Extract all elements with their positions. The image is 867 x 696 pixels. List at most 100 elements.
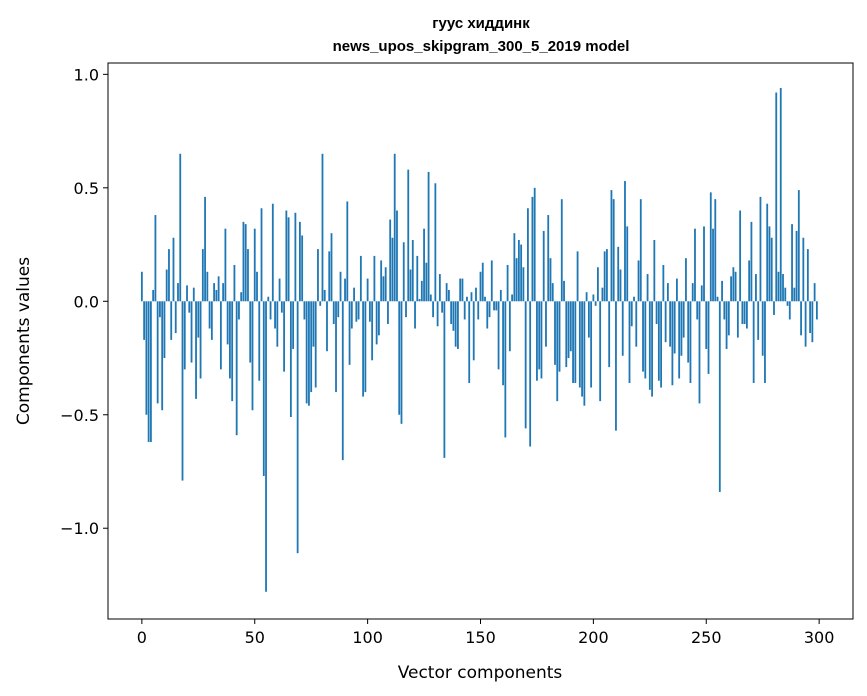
- bar-286: [786, 301, 789, 306]
- bar-125: [423, 228, 425, 302]
- bar-207: [608, 301, 611, 368]
- bar-49: [251, 301, 254, 411]
- bar-227: [653, 240, 656, 302]
- bar-226: [651, 301, 653, 397]
- bar-266: [741, 301, 744, 324]
- bar-45: [242, 221, 245, 302]
- bar-55: [265, 301, 267, 592]
- bar-145: [468, 301, 471, 383]
- bar-46: [244, 224, 247, 302]
- bar-76: [312, 301, 315, 347]
- bar-50: [253, 228, 256, 302]
- bar-9: [161, 301, 164, 411]
- bar-137: [450, 301, 453, 324]
- bar-260: [727, 301, 730, 336]
- bar-141: [459, 278, 462, 302]
- bar-189: [567, 301, 570, 359]
- bar-54: [262, 301, 265, 477]
- bar-251: [707, 301, 710, 374]
- bar-224: [646, 274, 649, 302]
- bar-66: [289, 301, 292, 418]
- bar-209: [612, 199, 615, 302]
- bar-258: [723, 301, 726, 320]
- bar-244: [691, 283, 694, 302]
- bar-41: [233, 264, 236, 302]
- bar-259: [725, 301, 728, 349]
- bar-62: [280, 301, 283, 313]
- bar-86: [335, 301, 337, 393]
- bar-122: [416, 255, 419, 302]
- bar-240: [682, 301, 685, 338]
- bar-58: [271, 203, 274, 302]
- bar-163: [508, 301, 511, 352]
- bar-218: [633, 296, 635, 302]
- bar-34: [217, 276, 220, 302]
- bar-61: [278, 278, 281, 302]
- bar-35: [219, 301, 222, 370]
- bar-80: [321, 153, 324, 302]
- bar-146: [470, 292, 473, 302]
- bar-108: [384, 267, 387, 302]
- bar-48: [249, 301, 252, 363]
- bar-277: [766, 203, 769, 302]
- chart-title-line1: гуус хиддинк: [432, 15, 530, 32]
- bar-268: [745, 301, 748, 329]
- bar-1: [143, 301, 146, 340]
- bar-160: [502, 301, 504, 386]
- bar-69: [296, 301, 299, 554]
- bar-204: [601, 287, 604, 302]
- bar-228: [655, 301, 658, 324]
- bar-289: [793, 287, 796, 302]
- bar-126: [425, 262, 428, 302]
- bar-234: [669, 301, 672, 347]
- bar-17: [179, 153, 182, 302]
- bar-112: [393, 153, 396, 302]
- bar-28: [204, 196, 206, 302]
- bar-85: [332, 301, 335, 324]
- bar-241: [685, 258, 687, 302]
- bar-27: [201, 249, 204, 302]
- bar-136: [447, 289, 450, 302]
- bar-284: [782, 274, 784, 302]
- bar-19: [183, 301, 186, 370]
- x-tick-label: 250: [691, 628, 722, 647]
- plot-frame: [107, 62, 854, 620]
- bar-81: [323, 289, 326, 302]
- bar-32: [213, 283, 216, 302]
- bar-38: [226, 301, 229, 345]
- bar-174: [533, 187, 536, 302]
- bar-99: [364, 301, 367, 393]
- bar-216: [628, 301, 631, 383]
- bar-175: [536, 301, 538, 381]
- bar-203: [599, 301, 602, 402]
- x-axis-label: Vector components: [398, 663, 563, 683]
- bar-79: [319, 301, 322, 306]
- bar-205: [603, 251, 606, 302]
- x-tick-label: 100: [352, 628, 383, 647]
- bar-129: [432, 301, 434, 318]
- bar-188: [565, 301, 568, 368]
- y-tick-label: −0.5: [60, 406, 99, 425]
- bar-119: [409, 269, 412, 302]
- bar-149: [477, 301, 480, 320]
- bar-40: [231, 301, 234, 402]
- bar-254: [714, 199, 717, 302]
- bar-242: [687, 301, 690, 363]
- bar-195: [581, 301, 583, 397]
- bar-13: [170, 301, 173, 340]
- bar-187: [563, 280, 565, 302]
- bar-278: [768, 226, 771, 302]
- bar-198: [587, 301, 590, 338]
- bar-196: [583, 301, 586, 406]
- bar-220: [637, 260, 640, 302]
- bar-291: [797, 190, 800, 302]
- bar-22: [190, 301, 193, 363]
- bar-128: [429, 294, 432, 302]
- bar-26: [199, 301, 202, 379]
- bar-233: [666, 283, 669, 302]
- bar-221: [639, 199, 642, 302]
- bar-2: [145, 301, 148, 415]
- bar-252: [709, 192, 712, 302]
- bar-24: [195, 301, 197, 399]
- bar-283: [779, 87, 782, 302]
